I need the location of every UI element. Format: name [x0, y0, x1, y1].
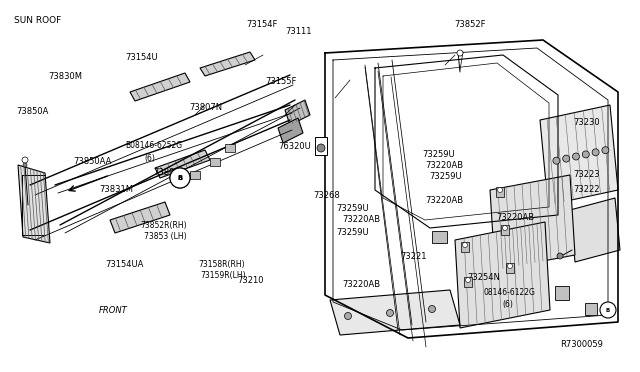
Bar	[210, 158, 220, 166]
Text: 73807N: 73807N	[189, 103, 222, 112]
Text: 73259U: 73259U	[422, 150, 455, 159]
Text: 73831M: 73831M	[99, 185, 133, 194]
Text: 73852R(RH): 73852R(RH)	[141, 221, 188, 230]
Text: 73230: 73230	[573, 118, 600, 127]
Text: 73830M: 73830M	[48, 72, 82, 81]
Bar	[315, 137, 327, 155]
Text: R7300059: R7300059	[560, 340, 603, 349]
Text: (6): (6)	[144, 154, 155, 163]
Circle shape	[317, 144, 325, 152]
Circle shape	[457, 50, 463, 56]
Circle shape	[22, 157, 28, 163]
Text: 73111: 73111	[285, 27, 311, 36]
Text: B: B	[177, 175, 182, 181]
Bar	[501, 225, 509, 235]
Polygon shape	[110, 202, 170, 233]
Text: 73159R(LH): 73159R(LH)	[200, 271, 246, 280]
Text: 73155F: 73155F	[266, 77, 297, 86]
Text: 73850A: 73850A	[16, 107, 49, 116]
Text: 73220AB: 73220AB	[426, 161, 464, 170]
Text: 73158R(RH): 73158R(RH)	[198, 260, 245, 269]
Polygon shape	[285, 100, 310, 125]
Text: 73259U: 73259U	[336, 204, 369, 213]
Text: 73259U: 73259U	[429, 172, 461, 181]
Text: 08146-6122G: 08146-6122G	[483, 288, 535, 296]
Bar	[506, 263, 514, 273]
Polygon shape	[455, 222, 550, 328]
Circle shape	[463, 243, 467, 247]
Bar	[225, 144, 235, 152]
Text: 73223: 73223	[573, 170, 600, 179]
Circle shape	[508, 263, 513, 269]
Bar	[555, 286, 569, 300]
Bar	[464, 277, 472, 287]
Polygon shape	[200, 52, 255, 76]
Circle shape	[557, 253, 563, 259]
Text: 73154UA: 73154UA	[106, 260, 144, 269]
Text: 73220AB: 73220AB	[342, 280, 381, 289]
Circle shape	[600, 302, 616, 318]
Circle shape	[344, 312, 351, 320]
Bar	[190, 171, 200, 179]
Text: 73220AB: 73220AB	[426, 196, 464, 205]
Text: B08146-6252G: B08146-6252G	[125, 141, 182, 150]
Circle shape	[170, 168, 190, 188]
Circle shape	[602, 147, 609, 154]
Bar	[585, 303, 597, 315]
Circle shape	[170, 168, 190, 188]
Text: 73853 (LH): 73853 (LH)	[144, 232, 187, 241]
Text: 73221: 73221	[400, 252, 426, 261]
Text: (6): (6)	[502, 300, 513, 309]
Circle shape	[502, 225, 508, 231]
Polygon shape	[278, 118, 303, 143]
Text: B: B	[177, 176, 182, 180]
Circle shape	[497, 187, 502, 192]
Circle shape	[23, 163, 27, 167]
Bar	[461, 242, 469, 252]
Text: 73210: 73210	[237, 276, 263, 285]
Text: 73850AA: 73850AA	[74, 157, 112, 166]
Circle shape	[465, 278, 470, 282]
Circle shape	[573, 153, 579, 160]
Text: 73222: 73222	[573, 185, 599, 194]
Text: 73220AB: 73220AB	[496, 213, 534, 222]
Polygon shape	[155, 150, 210, 178]
Polygon shape	[570, 198, 620, 262]
Text: FRONT: FRONT	[99, 306, 128, 315]
Text: 73852F: 73852F	[454, 20, 486, 29]
Circle shape	[387, 310, 394, 317]
Text: 73220AB: 73220AB	[342, 215, 381, 224]
Text: 76320U: 76320U	[278, 142, 311, 151]
Text: 73154F: 73154F	[246, 20, 278, 29]
Text: 73154U: 73154U	[125, 53, 157, 62]
Text: 73259U: 73259U	[336, 228, 369, 237]
Text: B: B	[606, 308, 610, 312]
Bar	[496, 187, 504, 197]
Text: 73807N: 73807N	[154, 169, 187, 177]
Text: SUN ROOF: SUN ROOF	[14, 16, 61, 25]
Polygon shape	[130, 73, 190, 101]
Bar	[432, 231, 447, 243]
Polygon shape	[330, 290, 460, 335]
Text: 73254N: 73254N	[467, 273, 500, 282]
Text: 73268: 73268	[314, 191, 340, 200]
Circle shape	[582, 151, 589, 158]
Circle shape	[563, 155, 570, 162]
Polygon shape	[540, 105, 618, 205]
Circle shape	[429, 305, 435, 312]
Circle shape	[592, 149, 599, 156]
Polygon shape	[490, 175, 575, 270]
Circle shape	[553, 157, 560, 164]
Polygon shape	[18, 165, 50, 243]
